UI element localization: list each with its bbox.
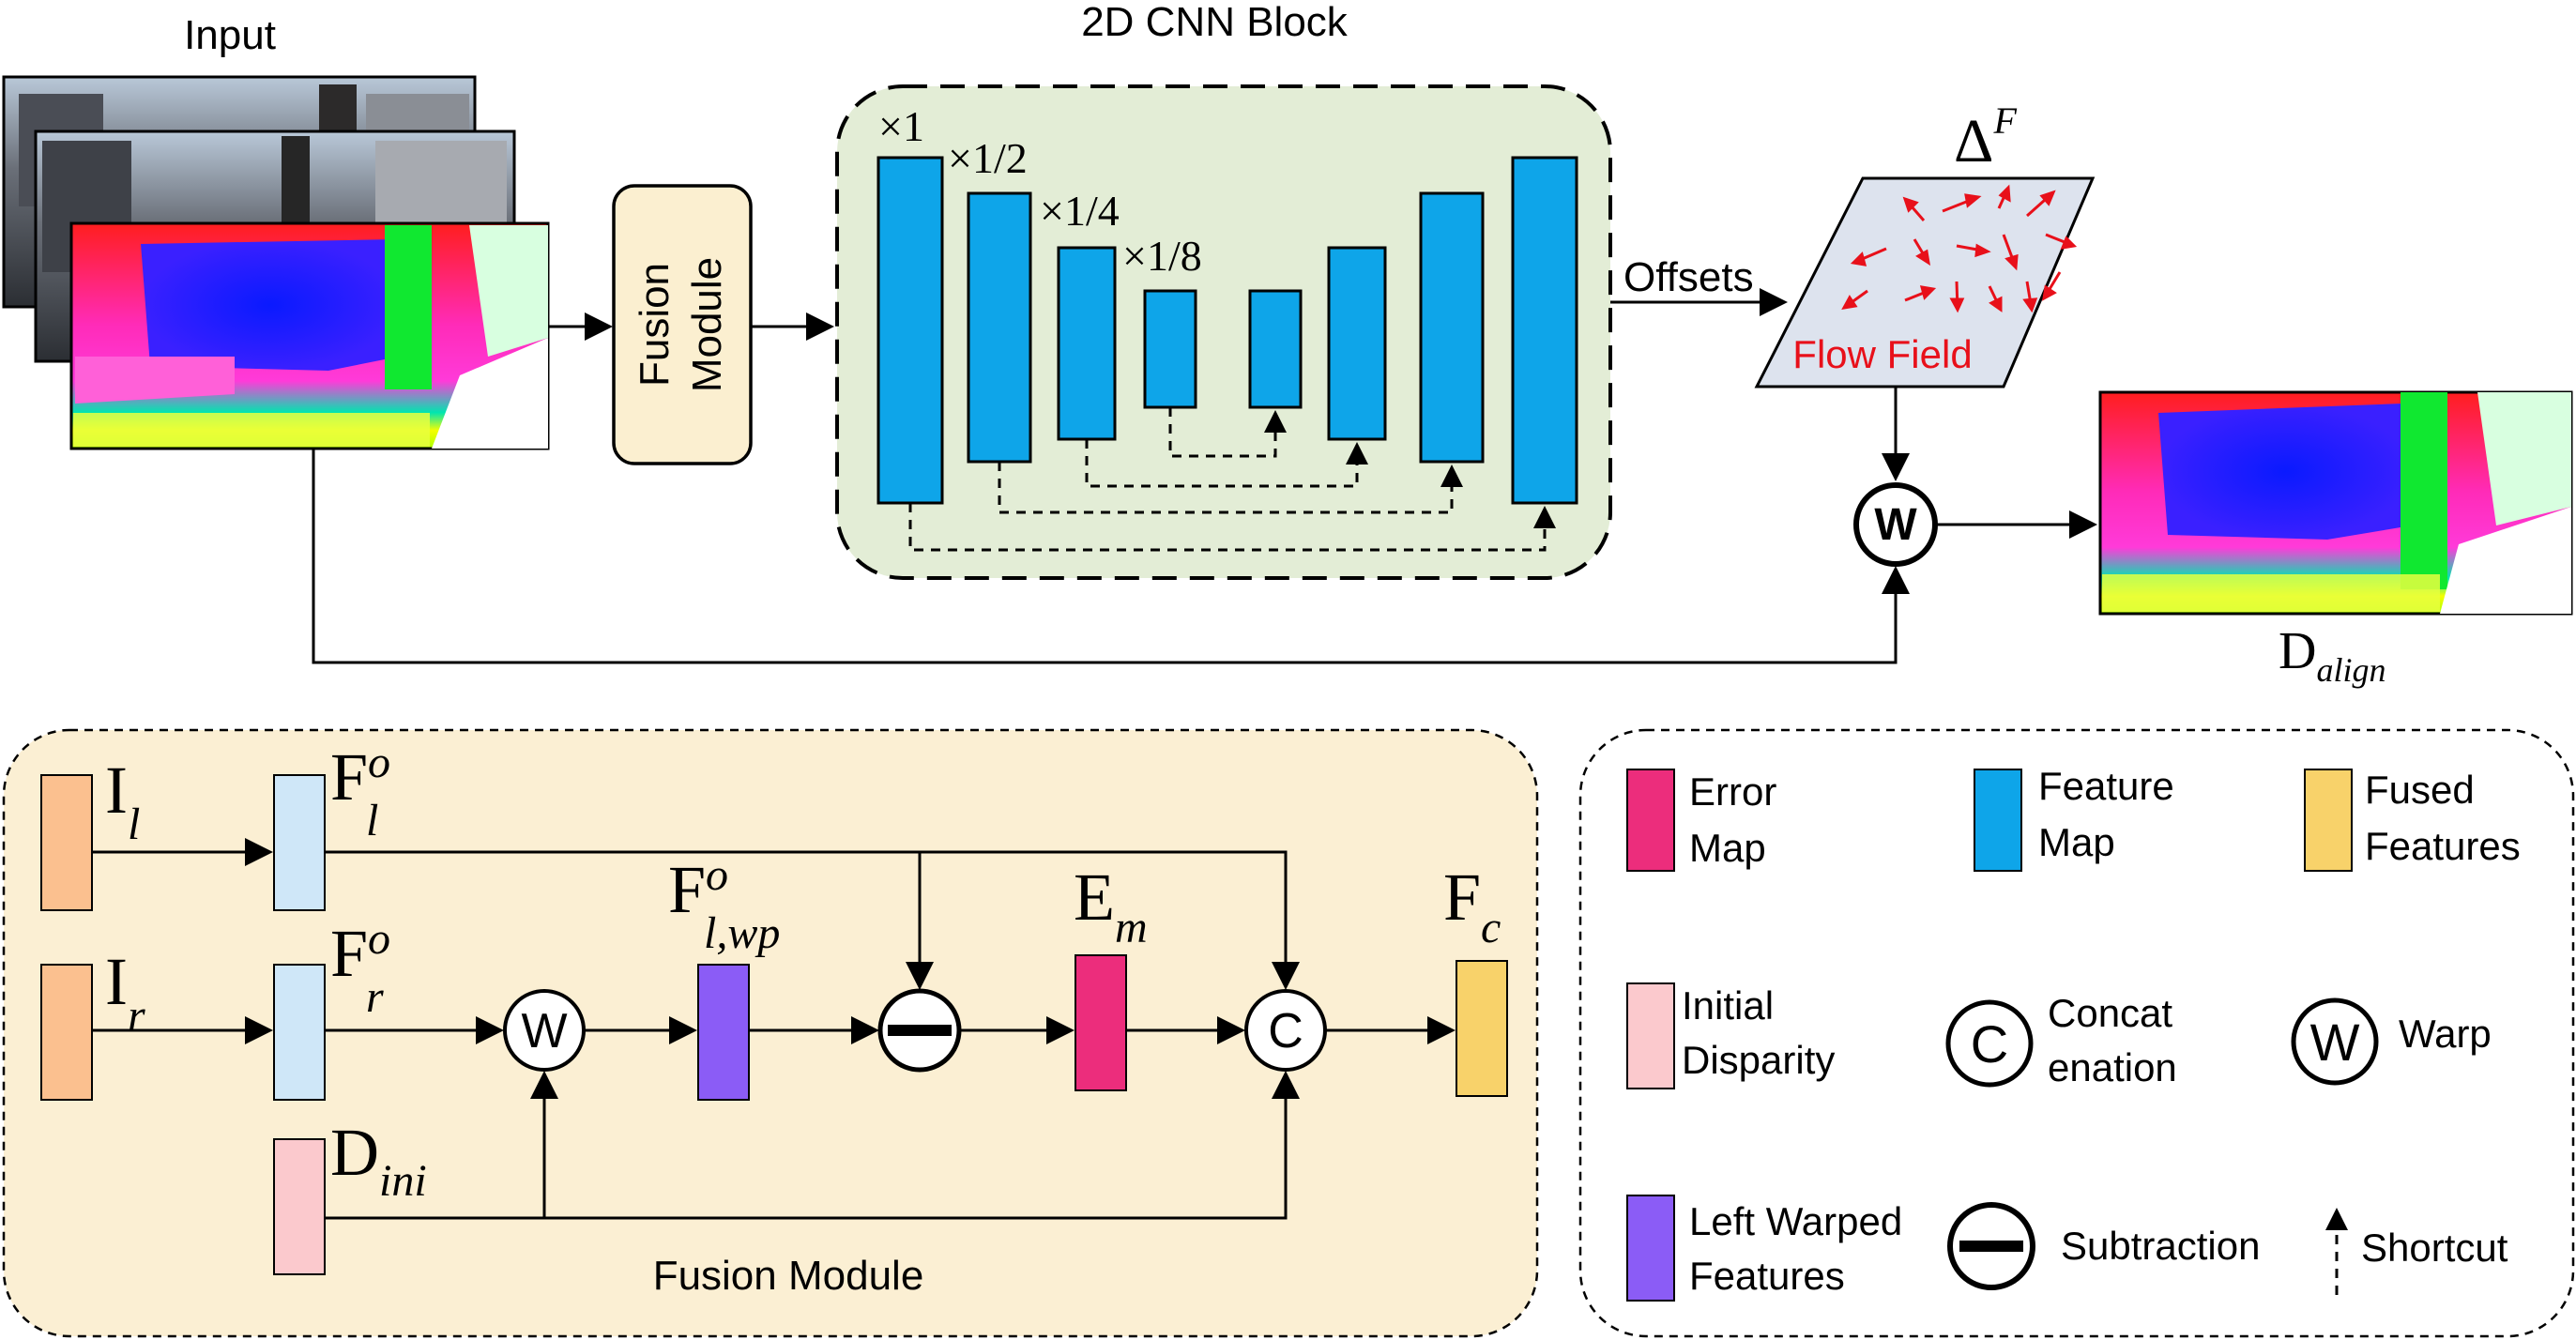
legend-fused-features-line2: Features (2365, 824, 2521, 868)
legend-error-map-swatch (1626, 769, 1675, 872)
legend-shortcut-label: Shortcut (2361, 1226, 2508, 1270)
svg-text:W: W (521, 1004, 567, 1058)
feature-map-x1-4 (1057, 246, 1117, 441)
concat-operator: C (1244, 989, 1327, 1072)
decoder-map-1-2 (1419, 191, 1485, 464)
svg-text:C: C (1971, 1014, 2008, 1074)
decoder-map-1-4 (1327, 246, 1387, 441)
legend-initial-disparity-line1: Initial (1682, 983, 1774, 1028)
scale-x1-8: ×1/8 (1122, 232, 1202, 280)
legend-left-warped-line1: Left Warped (1689, 1199, 1902, 1243)
legend-fused-features-line1: Fused (2365, 768, 2475, 812)
label-I-r: Ir (105, 944, 145, 1041)
output-disparity-map (2098, 390, 2573, 616)
error-map-box (1075, 954, 1127, 1091)
warp-operator-top: W (1853, 482, 1938, 567)
left-warped-features-box (697, 964, 750, 1101)
fusion-module-title: Fusion Module (653, 1253, 924, 1299)
legend-subtraction-label: Subtraction (2061, 1224, 2260, 1268)
arrow-input-to-warp (312, 449, 1910, 664)
skip-connections (908, 407, 1556, 552)
legend-fused-features-swatch (2304, 769, 2353, 872)
legend-concatenation-line1: Concat (2048, 991, 2172, 1035)
feature-right-box (273, 964, 326, 1101)
legend-warp-label: Warp (2399, 1012, 2492, 1056)
flow-field: Flow Field (1754, 176, 2096, 388)
legend-left-warped-line2: Features (1689, 1254, 1845, 1298)
feature-map-x1 (876, 156, 944, 505)
scale-x1-2: ×1/2 (948, 134, 1028, 182)
fusion-module-detail: Il Ir Fo l Fo r Dini W Fo l,wp Em (2, 728, 1539, 1338)
legend-feature-map-line1: Feature (2038, 764, 2174, 808)
fused-features-box (1456, 960, 1508, 1097)
subtraction-operator (877, 988, 962, 1073)
scale-x1: ×1 (878, 102, 924, 150)
output-label: Dalign (2279, 622, 2385, 689)
cnn-block: ×1 ×1/2 ×1/4 ×1/8 (835, 84, 1612, 580)
legend: Error Map Feature Map Fused Features Ini… (1578, 728, 2575, 1338)
label-E-m: Em (1074, 860, 1148, 952)
decoder-map-1 (1511, 156, 1578, 505)
scale-x1-4: ×1/4 (1040, 187, 1120, 235)
legend-initial-disparity-swatch (1626, 982, 1675, 1089)
input-left-box (40, 774, 93, 911)
fusion-module-box: Fusion Module (612, 184, 753, 465)
legend-error-map-line1: Error (1689, 769, 1776, 814)
offsets-label: Offsets (1623, 254, 1754, 300)
fusion-module-box-line2: Module (684, 257, 730, 392)
legend-warp-symbol: W (2291, 997, 2379, 1086)
feature-map-x1-8 (1143, 289, 1197, 409)
input-image-stack (2, 75, 550, 450)
legend-concatenation-line2: enation (2048, 1045, 2177, 1089)
label-F-l-o: Fo l (330, 738, 390, 845)
cnn-block-title: 2D CNN Block (1081, 0, 1349, 45)
feature-map-x1-2 (967, 191, 1032, 464)
initial-disparity-box (273, 1138, 326, 1275)
delta-symbol: ΔF (1954, 99, 2017, 175)
legend-concat-symbol: C (1945, 999, 2034, 1088)
input-right-box (40, 964, 93, 1101)
decoder-map-1-8 (1248, 289, 1303, 409)
label-D-ini: Dini (330, 1115, 427, 1206)
feature-left-box (273, 774, 326, 911)
legend-subtraction-symbol (1947, 1202, 2035, 1290)
label-F-c: Fc (1443, 860, 1501, 952)
svg-text:W: W (2310, 1013, 2360, 1072)
legend-error-map-line2: Map (1689, 826, 1766, 870)
input-label: Input (184, 12, 276, 58)
fusion-module-box-line1: Fusion (632, 263, 678, 387)
warp-operator: W (503, 989, 586, 1072)
label-F-lwp-o: Fo l,wp (668, 850, 780, 958)
flow-field-label: Flow Field (1792, 332, 1972, 376)
flow-vectors (1841, 184, 2078, 313)
label-I-l: Il (105, 753, 140, 849)
legend-feature-map-swatch (1974, 769, 2022, 872)
legend-initial-disparity-line2: Disparity (1682, 1038, 1835, 1082)
label-F-r-o: Fo r (330, 914, 390, 1022)
legend-feature-map-line2: Map (2038, 820, 2115, 864)
warp-symbol-top: W (1874, 500, 1917, 550)
input-disparity-map (69, 221, 550, 450)
svg-text:C: C (1268, 1004, 1303, 1058)
legend-left-warped-swatch (1626, 1195, 1675, 1302)
